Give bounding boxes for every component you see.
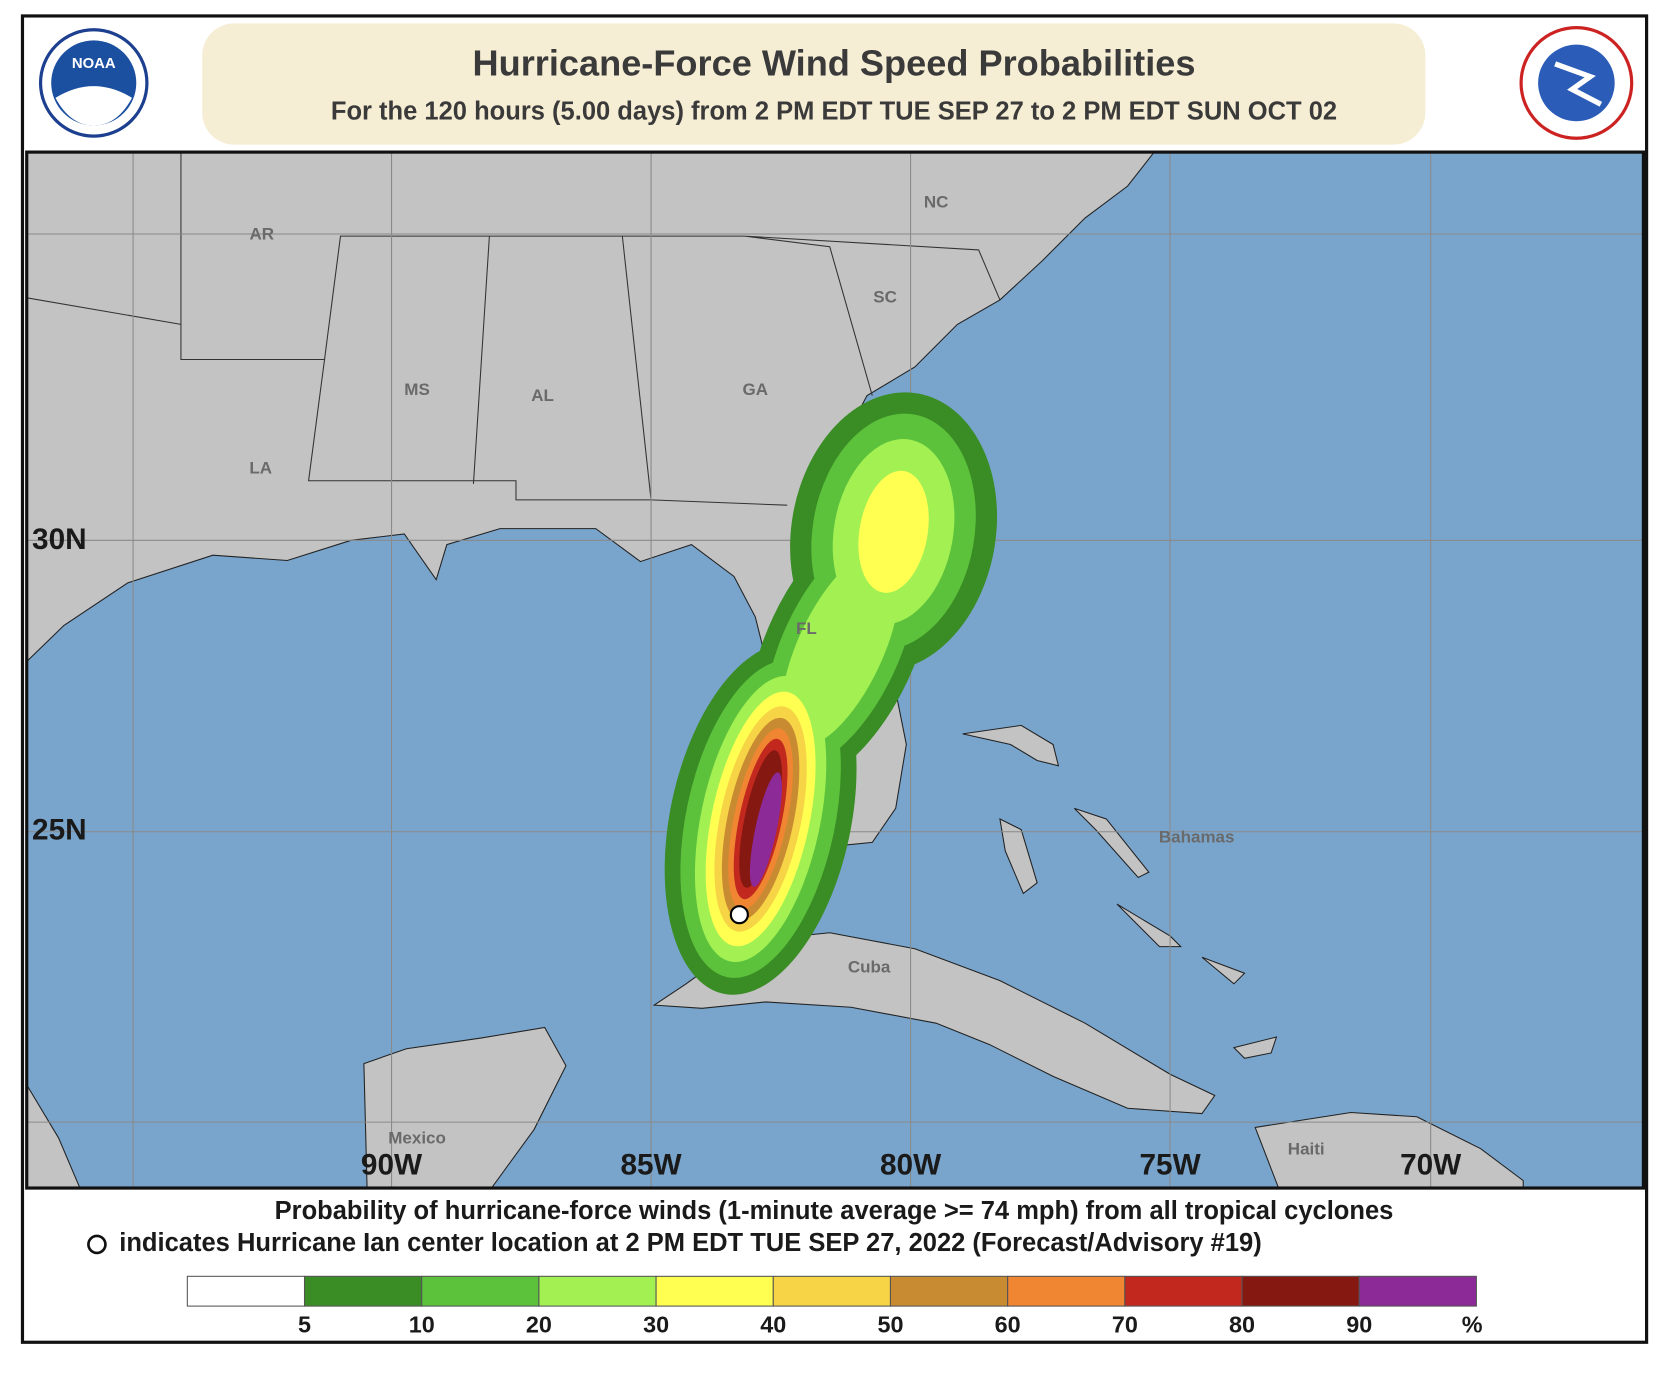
lat-label: 30N — [32, 523, 87, 556]
place-label: Mexico — [388, 1129, 446, 1148]
legend-tick-label: 30 — [643, 1311, 669, 1337]
place-label: AR — [250, 225, 275, 244]
noaa-logo: NOAA — [38, 28, 149, 138]
noaa-logo-text: NOAA — [72, 56, 116, 72]
storm-center — [729, 905, 749, 925]
place-label: GA — [743, 380, 769, 399]
place-label: AL — [531, 386, 554, 405]
lon-label: 70W — [1400, 1149, 1462, 1182]
place-label: Cuba — [848, 957, 891, 976]
place-label: SC — [873, 287, 897, 306]
legend-swatch — [186, 1275, 306, 1307]
frame — [20, 14, 1649, 1344]
legend-swatch — [1124, 1275, 1243, 1307]
contour — [858, 470, 929, 593]
legend-swatch — [772, 1275, 891, 1307]
title: Hurricane-Force Wind Speed Probabilities — [473, 42, 1196, 83]
place-label: Bahamas — [1159, 828, 1235, 847]
legend-swatch — [538, 1275, 657, 1307]
state-borders — [26, 152, 1001, 506]
nws-logo — [1519, 26, 1634, 140]
legend-swatch — [421, 1275, 540, 1307]
legend-swatch — [1358, 1275, 1477, 1307]
legend: 5 10 20 30 40 50 60 70 80 90% — [186, 1275, 1483, 1337]
lon-label: 90W — [361, 1149, 423, 1182]
cuba — [652, 932, 1216, 1115]
legend-tick-label: 90 — [1346, 1311, 1372, 1337]
probability-contours — [664, 392, 998, 995]
place-label: LA — [249, 459, 272, 478]
center-symbol — [87, 1234, 107, 1255]
legend-tick-label: 60 — [995, 1311, 1021, 1337]
lat-label: 25N — [32, 814, 87, 847]
legend-tick-label: 5 — [298, 1311, 311, 1337]
lon-label: 85W — [620, 1149, 682, 1182]
legend-tick-label: 70 — [1112, 1311, 1138, 1337]
hispaniola — [1254, 1111, 1524, 1189]
legend-swatch — [655, 1275, 774, 1307]
map: AR MS AL GA SC NC LA FL Bahamas Cuba Mex… — [26, 152, 1644, 1189]
legend-tick-label: 80 — [1229, 1311, 1255, 1337]
lon-label: 75W — [1139, 1149, 1201, 1182]
place-label: FL — [796, 619, 817, 638]
legend-unit: % — [1462, 1311, 1483, 1337]
legend-swatch — [889, 1275, 1009, 1307]
legend-tick-label: 10 — [409, 1311, 435, 1337]
header: Hurricane-Force Wind Speed Probabilities… — [38, 23, 1634, 145]
lon-label: 80W — [880, 1149, 942, 1182]
mexico-coast — [26, 1083, 81, 1189]
place-label: MS — [404, 380, 430, 399]
yucatan — [363, 1026, 567, 1189]
place-label: NC — [924, 193, 949, 212]
legend-tick-label: 40 — [760, 1311, 786, 1337]
caption-line-1: Probability of hurricane-force winds (1-… — [275, 1197, 1394, 1225]
place-label: Haiti — [1288, 1139, 1325, 1158]
caption-line-2: indicates Hurricane Ian center location … — [119, 1229, 1262, 1257]
map-frame — [25, 150, 1645, 1190]
legend-swatch — [1007, 1275, 1126, 1307]
legend-swatch — [1241, 1275, 1360, 1307]
header-band — [202, 23, 1426, 145]
bahamas — [962, 724, 1278, 1059]
contour — [749, 772, 782, 887]
legend-tick-label: 50 — [877, 1311, 903, 1337]
legend-tick-label: 20 — [526, 1311, 552, 1337]
subtitle: For the 120 hours (5.00 days) from 2 PM … — [331, 97, 1337, 125]
legend-swatch — [303, 1275, 423, 1307]
